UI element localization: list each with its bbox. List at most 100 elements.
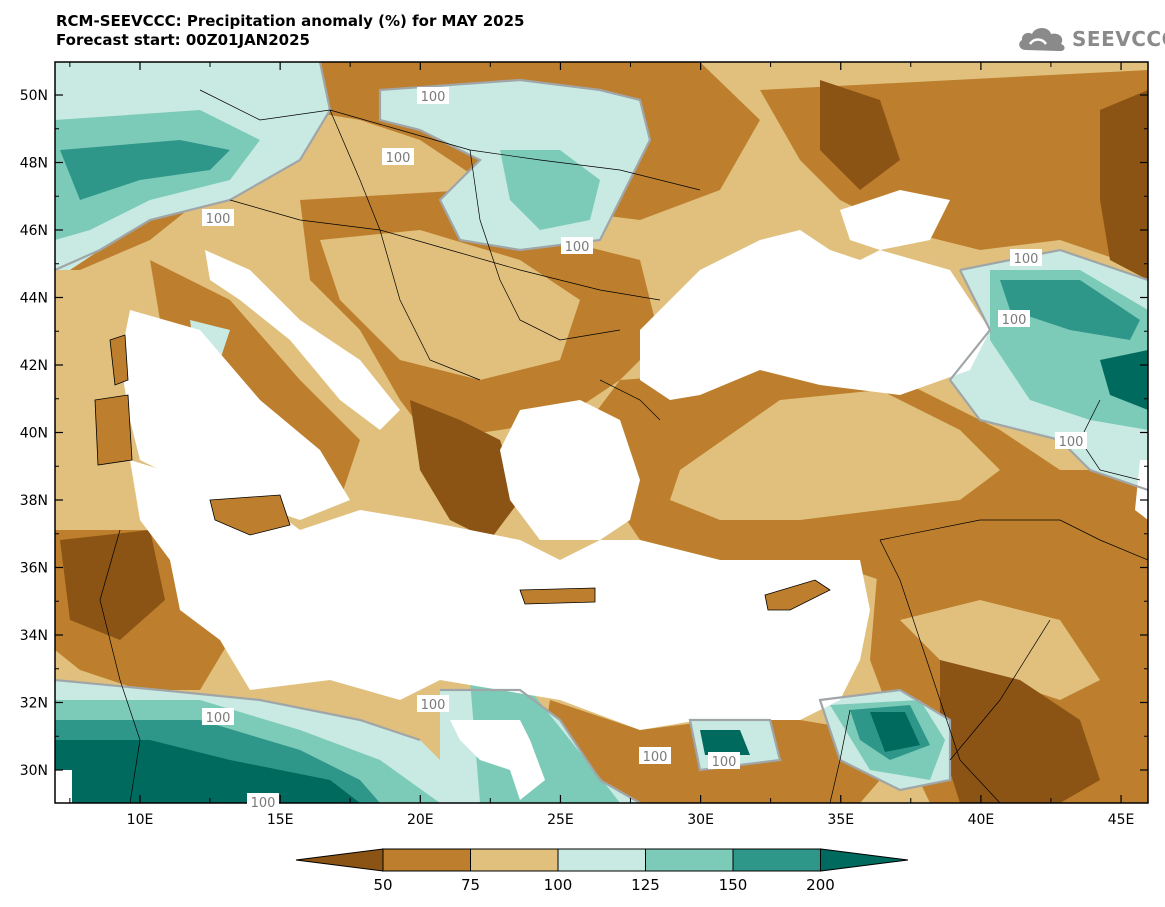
lat-label: 48N — [20, 156, 48, 172]
title-line-1: RCM-SEEVCCC: Precipitation anomaly (%) f… — [56, 12, 525, 30]
lat-label: 46N — [20, 223, 48, 239]
lat-label: 34N — [20, 628, 48, 644]
border-line — [879, 539, 1001, 803]
sardinia — [94, 394, 133, 466]
lat-label: 36N — [20, 561, 48, 577]
libyan-desert-gap — [450, 720, 545, 800]
caspian-sea-edge — [1135, 460, 1148, 520]
colorbar-label: 200 — [806, 876, 835, 894]
contour-label: 100 — [1059, 435, 1084, 450]
lon-label: 30E — [687, 812, 714, 828]
border-line — [199, 89, 701, 191]
contour-label: 100 — [206, 711, 231, 726]
lon-label: 35E — [827, 812, 854, 828]
color-bar: 50 75 100 125 150 200 — [295, 848, 909, 894]
colorbar-label: 75 — [461, 876, 480, 894]
lon-label: 40E — [968, 812, 995, 828]
contour-cyrenaica — [440, 688, 641, 803]
contour-label-bg — [1010, 249, 1042, 266]
title-line-2: Forecast start: 00Z01JAN2025 — [56, 31, 310, 49]
adriatic-sea — [205, 250, 400, 430]
aegean-sea — [500, 400, 640, 540]
contour-label: 100 — [1014, 252, 1039, 267]
border-line — [99, 529, 141, 803]
tyrrhenian-sea — [120, 310, 350, 520]
colorbar-right-extension — [820, 848, 909, 872]
contour-label: 100 — [386, 151, 411, 166]
contour-label: 100 — [206, 212, 231, 227]
wet-max-regions — [55, 350, 1148, 803]
colorbar-label: 50 — [373, 876, 392, 894]
lat-label: 38N — [20, 493, 48, 509]
contour-label: 100 — [643, 750, 668, 765]
colorbar-left-extension — [295, 848, 384, 872]
latitude-axis: 50N 48N 46N 44N 42N 40N 38N 36N 34N 32N 30N — [20, 88, 1148, 779]
contour-label-bg — [417, 695, 449, 712]
lon-label: 45E — [1108, 812, 1135, 828]
contour-label-bg — [202, 708, 234, 725]
border-line — [879, 519, 1148, 561]
longitude-axis: 10E 15E 20E 25E 30E 35E 40E 45E — [69, 62, 1135, 828]
contour-carpathians — [378, 78, 652, 252]
very-dry-regions — [60, 80, 1148, 803]
lat-label: 30N — [20, 763, 48, 779]
colorbar-label: 100 — [544, 876, 573, 894]
contour-caucasus — [948, 248, 1148, 492]
map-area — [55, 62, 1148, 803]
moderate-region-serbia — [320, 230, 580, 380]
corsica — [109, 334, 129, 386]
lat-label: 44N — [20, 291, 48, 307]
contour-label: 100 — [565, 240, 590, 255]
mediterranean-central — [130, 460, 870, 730]
very-dry-region-ukraine — [820, 80, 900, 190]
contour-label-bg — [382, 148, 414, 165]
contour-label: 100 — [712, 755, 737, 770]
wet-max-region-africa — [55, 740, 360, 803]
lon-label: 15E — [267, 812, 294, 828]
colorbar-label: 125 — [631, 876, 660, 894]
wet-max-region-egypt — [700, 730, 750, 755]
colorbar-segment — [470, 848, 559, 872]
wet-mid-region-cyrenaica — [470, 680, 620, 803]
contour-label-bg — [417, 87, 449, 104]
crete — [519, 587, 596, 605]
lon-label: 20E — [407, 812, 434, 828]
lat-label: 32N — [20, 696, 48, 712]
border-line — [229, 199, 661, 301]
north-africa-gap — [55, 770, 72, 803]
sicily — [209, 494, 291, 536]
contour-labels: 100 100 100 100 100 100 100 100 100 100 100 100 — [202, 87, 1087, 811]
country-borders — [99, 89, 1148, 803]
contour-label: 100 — [421, 90, 446, 105]
contour-label: 100 — [1002, 313, 1027, 328]
cloud-icon — [1019, 28, 1065, 52]
black-sea — [640, 230, 990, 400]
sea-mask — [55, 190, 1148, 803]
very-dry-region-tunisia — [60, 530, 165, 640]
contour-africa — [55, 678, 421, 742]
wet-high-region-alps — [60, 140, 230, 200]
lon-label: 10E — [127, 812, 154, 828]
cyprus — [764, 579, 831, 611]
very-dry-region-iraq — [940, 660, 1100, 803]
contour-label-bg — [561, 237, 593, 254]
colorbar-segment — [557, 848, 646, 872]
lon-label: 25E — [547, 812, 574, 828]
moderate-region-turkey — [670, 390, 1000, 520]
wet-mid-region-carpathians — [500, 150, 600, 230]
border-line — [469, 149, 621, 341]
wet-max-region-levant — [870, 712, 920, 752]
logo-text: SEEVCCC — [1072, 27, 1165, 51]
contour-label: 100 — [251, 796, 276, 811]
seevccc-logo: SEEVCCC — [1016, 22, 1165, 56]
very-dry-region-caucasus-east — [1100, 90, 1148, 280]
contour-label-bg — [247, 793, 279, 810]
lat-label: 50N — [20, 88, 48, 104]
border-line — [329, 109, 481, 381]
contour-label: 100 — [421, 698, 446, 713]
sea-of-azov — [840, 190, 950, 250]
very-dry-region-greece — [410, 400, 520, 540]
map-title: RCM-SEEVCCC: Precipitation anomaly (%) f… — [56, 12, 525, 50]
colorbar-segment — [382, 848, 471, 872]
